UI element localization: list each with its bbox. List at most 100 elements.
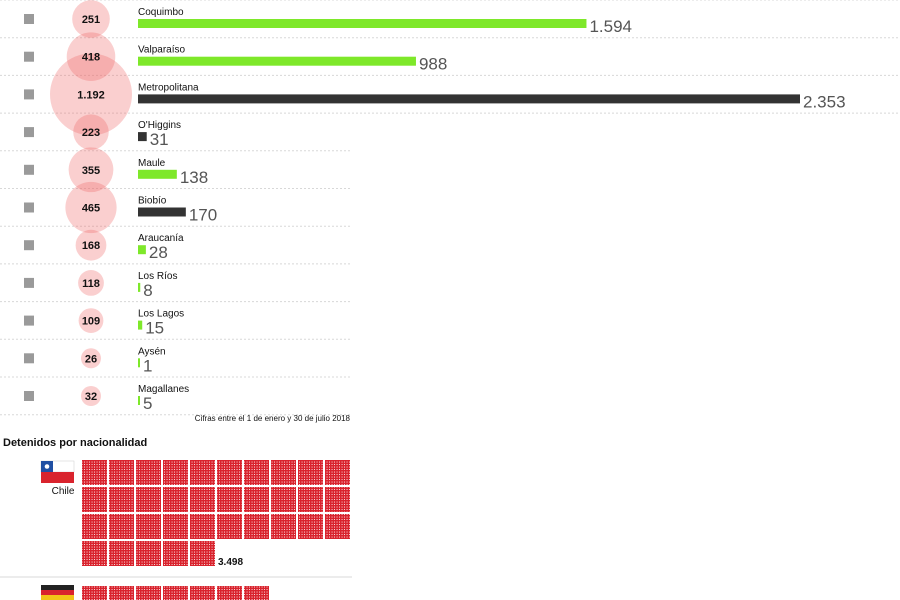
waffle-block xyxy=(82,460,107,485)
region-map-icon xyxy=(24,202,34,213)
region-label: O'Higgins xyxy=(138,120,181,131)
region-map-icon xyxy=(24,391,34,401)
nationality-waffle: Chile 3.498 xyxy=(0,460,352,600)
region-label: Maule xyxy=(138,158,166,169)
bubble-label: 168 xyxy=(82,240,100,252)
region-label: Metropolitana xyxy=(138,82,199,93)
region-label: Aysén xyxy=(138,346,166,357)
waffle-block xyxy=(271,514,296,539)
bubble-label: 32 xyxy=(85,391,97,403)
region-map-icon xyxy=(24,353,34,364)
chart-note: Cifras entre el 1 de enero y 30 de julio… xyxy=(194,414,350,423)
region-map-icon xyxy=(24,277,34,288)
bar xyxy=(138,132,147,142)
detentions-bubble xyxy=(72,0,110,38)
waffle-block xyxy=(298,460,323,485)
bubble-label: 465 xyxy=(82,203,100,215)
bar xyxy=(138,207,186,217)
germany-flag-icon xyxy=(41,585,74,600)
waffle-block xyxy=(136,514,161,539)
bar-value-label: 31 xyxy=(150,130,169,149)
region-map-icon xyxy=(24,164,34,175)
bubble-label: 118 xyxy=(82,278,100,290)
nationality-title: Detenidos por nacionalidad xyxy=(3,437,148,449)
region-map-icon xyxy=(24,89,34,100)
waffle-block xyxy=(163,541,188,566)
bar-value-label: 1 xyxy=(143,356,152,375)
detentions-bubble xyxy=(50,53,132,136)
detentions-bubble xyxy=(68,147,114,193)
waffle-block xyxy=(163,460,188,485)
bar-value-label: 2.353 xyxy=(803,92,846,111)
bubble-label: 26 xyxy=(85,353,97,365)
waffle-block xyxy=(82,541,107,566)
waffle-block xyxy=(271,460,296,485)
bar xyxy=(138,245,146,255)
bubble-label: 418 xyxy=(82,52,100,64)
waffle-block xyxy=(217,487,242,512)
waffle-block xyxy=(82,514,107,539)
nationality-label: Chile xyxy=(52,486,75,497)
waffle-block xyxy=(217,586,242,600)
waffle-block xyxy=(298,487,323,512)
waffle-block xyxy=(271,487,296,512)
waffle-block xyxy=(136,460,161,485)
waffle-block xyxy=(325,460,350,485)
region-map-icon xyxy=(24,240,34,251)
detentions-bubble xyxy=(78,270,104,296)
waffle-block xyxy=(190,487,215,512)
waffle-block xyxy=(163,514,188,539)
region-map-icon xyxy=(24,14,34,24)
bar xyxy=(138,282,141,292)
detentions-bubble xyxy=(75,229,107,261)
waffle-block xyxy=(217,514,242,539)
bar-value-label: 988 xyxy=(419,55,447,74)
region-map-icon xyxy=(24,51,34,62)
detentions-bubble xyxy=(65,181,117,234)
waffle-block xyxy=(217,460,242,485)
region-map-icon xyxy=(24,315,34,326)
bar xyxy=(138,94,800,104)
waffle-block xyxy=(163,586,188,600)
waffle-block xyxy=(136,586,161,600)
bar-value-label: 5 xyxy=(143,394,152,413)
region-label: Magallanes xyxy=(138,384,189,395)
waffle-block xyxy=(136,541,161,566)
waffle-block xyxy=(109,514,134,539)
nationality-value: 3.498 xyxy=(218,557,243,568)
bar-value-label: 28 xyxy=(149,243,168,262)
bar xyxy=(138,396,140,405)
waffle-block xyxy=(298,514,323,539)
waffle-block xyxy=(325,487,350,512)
bar-value-label: 138 xyxy=(180,168,208,187)
region-label: Coquimbo xyxy=(138,7,184,18)
waffle-block xyxy=(244,460,269,485)
waffle-block xyxy=(244,487,269,512)
bar-value-label: 1.594 xyxy=(589,17,632,36)
bar xyxy=(138,19,587,28)
region-label: Los Lagos xyxy=(138,309,184,320)
waffle-block xyxy=(244,586,269,600)
detentions-bubble xyxy=(73,114,109,150)
bubble-label: 355 xyxy=(82,165,100,177)
region-label: Biobío xyxy=(138,196,167,207)
waffle-block xyxy=(82,487,107,512)
waffle-block xyxy=(109,487,134,512)
waffle-block xyxy=(244,514,269,539)
waffle-block xyxy=(136,487,161,512)
waffle-block xyxy=(109,586,134,600)
detentions-bubble xyxy=(81,386,101,406)
bar xyxy=(138,169,177,179)
waffle-block xyxy=(109,460,134,485)
bubble-label: 109 xyxy=(82,316,100,328)
waffle-block xyxy=(82,586,107,600)
bubble-label: 251 xyxy=(82,14,100,26)
bar-value-label: 170 xyxy=(189,206,217,225)
detentions-bubble xyxy=(66,32,116,81)
waffle-block xyxy=(190,541,215,566)
detentions-bubble xyxy=(78,308,104,333)
region-label: Valparaíso xyxy=(138,45,186,56)
bar xyxy=(138,56,416,66)
bubble-label: 223 xyxy=(82,127,100,139)
waffle-block xyxy=(163,487,188,512)
